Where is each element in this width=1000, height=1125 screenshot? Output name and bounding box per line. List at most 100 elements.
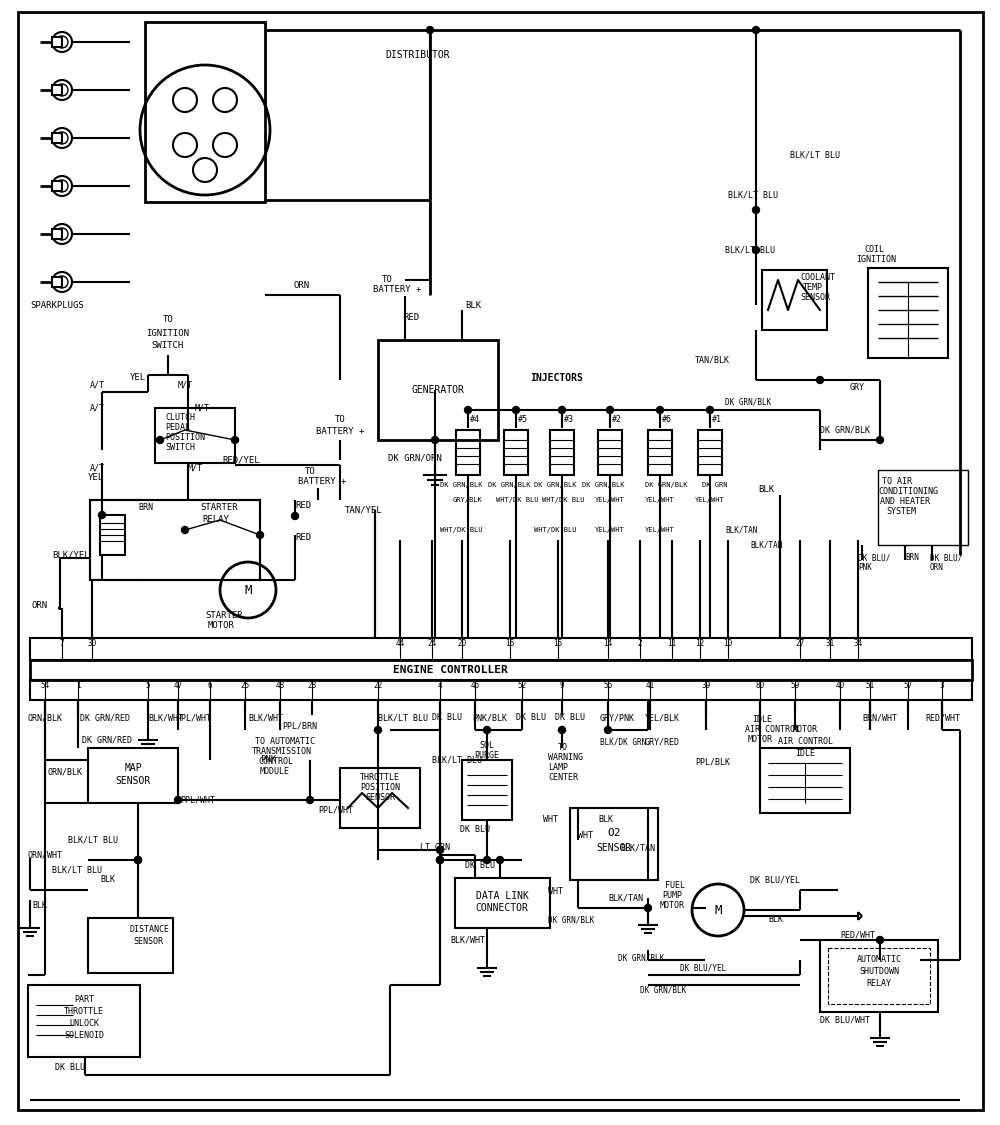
- Text: 48: 48: [275, 681, 285, 690]
- Text: RED: RED: [295, 533, 311, 542]
- Text: BLK/TAN: BLK/TAN: [725, 525, 757, 534]
- Text: 52: 52: [517, 681, 527, 690]
- Bar: [598, 430, 622, 475]
- Text: PNK: PNK: [260, 756, 276, 765]
- Text: 6: 6: [208, 681, 212, 690]
- Text: 44: 44: [395, 639, 405, 648]
- Circle shape: [98, 512, 106, 519]
- Bar: [455, 878, 550, 928]
- Text: BLK/LT BLU: BLK/LT BLU: [378, 713, 428, 722]
- Bar: [52, 277, 62, 287]
- Text: 40: 40: [835, 681, 845, 690]
- Circle shape: [426, 27, 434, 34]
- Text: CONNECTOR: CONNECTOR: [476, 903, 528, 914]
- Bar: [820, 940, 938, 1012]
- Text: DK BLU: DK BLU: [516, 713, 546, 722]
- Text: 25: 25: [240, 681, 250, 690]
- Text: RELAY: RELAY: [202, 515, 229, 524]
- Text: 59: 59: [790, 681, 800, 690]
- Text: 16: 16: [505, 639, 515, 648]
- Circle shape: [876, 436, 884, 443]
- Bar: [155, 408, 235, 464]
- Circle shape: [604, 727, 612, 734]
- Text: 14: 14: [603, 639, 613, 648]
- Bar: [52, 229, 62, 238]
- Circle shape: [644, 904, 652, 911]
- Circle shape: [436, 846, 444, 854]
- Text: 20: 20: [457, 639, 467, 648]
- Text: BLK: BLK: [32, 900, 47, 909]
- Text: 47: 47: [173, 681, 183, 690]
- Bar: [878, 470, 968, 544]
- Bar: [88, 748, 178, 803]
- Circle shape: [52, 176, 72, 196]
- Circle shape: [753, 207, 760, 214]
- Text: DK GRN/BLK: DK GRN/BLK: [548, 916, 594, 925]
- Text: #6: #6: [662, 415, 672, 424]
- Text: TRANSMISSION: TRANSMISSION: [252, 747, 312, 756]
- Circle shape: [56, 36, 68, 48]
- Text: DK GRN/BLK: DK GRN/BLK: [640, 986, 686, 994]
- Text: BLK/TAN: BLK/TAN: [608, 893, 643, 902]
- Text: #5: #5: [518, 415, 528, 424]
- Text: 11: 11: [667, 639, 677, 648]
- Bar: [100, 515, 125, 555]
- Text: WARNING: WARNING: [548, 754, 583, 763]
- Circle shape: [306, 796, 314, 803]
- Circle shape: [656, 406, 664, 414]
- Circle shape: [232, 436, 239, 443]
- Text: DK BLU: DK BLU: [460, 826, 490, 835]
- Circle shape: [52, 224, 72, 244]
- Text: 4: 4: [438, 681, 442, 690]
- Circle shape: [52, 128, 72, 148]
- Text: 34: 34: [853, 639, 863, 648]
- Bar: [52, 181, 62, 191]
- Bar: [30, 638, 972, 660]
- Text: MAP: MAP: [124, 763, 142, 773]
- Circle shape: [134, 856, 142, 864]
- Text: SWITCH: SWITCH: [165, 443, 195, 452]
- Text: M/T: M/T: [188, 464, 203, 472]
- Text: 41: 41: [645, 681, 655, 690]
- Text: AND HEATER: AND HEATER: [880, 497, 930, 506]
- Text: BLK/LT BLU: BLK/LT BLU: [68, 836, 118, 845]
- Bar: [456, 430, 480, 475]
- Text: TO: TO: [558, 744, 568, 753]
- Text: YEL/WHT: YEL/WHT: [645, 497, 675, 503]
- Text: THROTTLE: THROTTLE: [64, 1008, 104, 1017]
- Text: BLK/LT BLU: BLK/LT BLU: [790, 151, 840, 160]
- Circle shape: [156, 436, 164, 443]
- Text: TO: TO: [382, 276, 393, 285]
- Text: SENSOR: SENSOR: [133, 937, 163, 946]
- Text: TO: TO: [335, 415, 345, 424]
- Text: 22: 22: [373, 681, 383, 690]
- Text: YEL/WHT: YEL/WHT: [695, 497, 725, 503]
- Text: WHT/DK BLU: WHT/DK BLU: [542, 497, 584, 503]
- Bar: [52, 37, 62, 47]
- Text: PNK/BLK: PNK/BLK: [472, 713, 507, 722]
- Circle shape: [436, 856, 444, 864]
- Text: BLK/YEL: BLK/YEL: [52, 550, 90, 559]
- Text: 80: 80: [755, 681, 765, 690]
- Text: RED: RED: [295, 501, 311, 510]
- Text: MOTOR: MOTOR: [208, 621, 235, 630]
- Circle shape: [52, 80, 72, 100]
- Text: PPL/WHT: PPL/WHT: [318, 806, 353, 814]
- Text: PPL/BLK: PPL/BLK: [695, 757, 730, 766]
- Text: SPARKPLUGS: SPARKPLUGS: [30, 300, 84, 309]
- Text: DK BLU: DK BLU: [432, 713, 462, 722]
- Text: BLK: BLK: [598, 816, 613, 825]
- Text: SOLENOID: SOLENOID: [64, 1032, 104, 1041]
- Text: PPL/WHT: PPL/WHT: [176, 713, 211, 722]
- Bar: [550, 430, 574, 475]
- Text: ENGINE CONTROLLER: ENGINE CONTROLLER: [393, 665, 507, 675]
- Text: ORN/BLK: ORN/BLK: [28, 713, 63, 722]
- Text: TO: TO: [305, 468, 316, 477]
- Circle shape: [182, 526, 188, 533]
- Bar: [340, 768, 420, 828]
- Text: DK BLU/YEL: DK BLU/YEL: [750, 875, 800, 884]
- Text: PURGE: PURGE: [475, 750, 500, 759]
- Text: YEL/WHT: YEL/WHT: [595, 526, 625, 533]
- Text: BLK/WHT: BLK/WHT: [248, 713, 283, 722]
- Text: A/T: A/T: [90, 380, 105, 389]
